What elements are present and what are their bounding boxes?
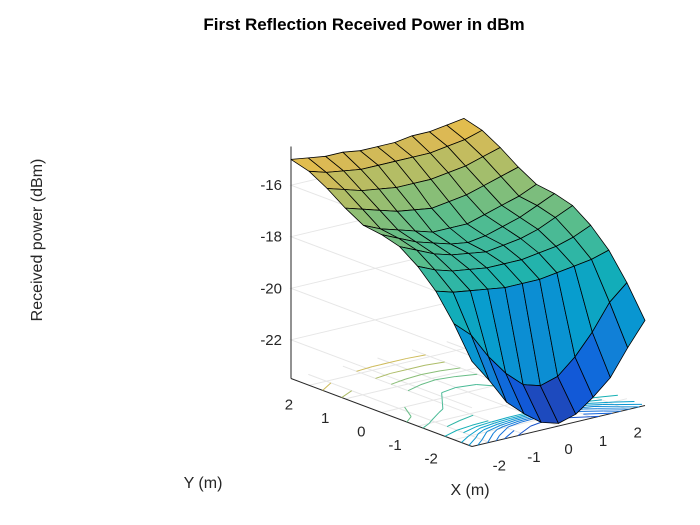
x-tick-label: 1: [599, 433, 607, 450]
contour-segment: [588, 404, 603, 405]
contour-segment: [439, 409, 443, 413]
y-axis-label: Y (m): [184, 475, 223, 492]
contour-segment: [407, 417, 411, 422]
contour-segment: [390, 369, 407, 373]
x-tick-label: 2: [634, 425, 642, 442]
contour-segment: [484, 424, 498, 429]
contour-segment: [521, 426, 531, 433]
contour-segment: [583, 413, 609, 414]
contour-segment: [487, 431, 488, 432]
contour-segment: [480, 423, 494, 428]
y-tick-label: -2: [425, 451, 438, 468]
contour-segment: [440, 368, 460, 371]
contour-segment: [372, 363, 389, 367]
contour-segment: [431, 413, 438, 421]
z-tick-label: -18: [260, 229, 282, 246]
z-axis-label: Received power (dBm): [29, 159, 46, 322]
contour-segment: [405, 375, 421, 380]
contour-segment: [576, 411, 603, 412]
contour-segment: [445, 430, 457, 436]
z-tick-label: -22: [260, 332, 282, 349]
contour-segment: [612, 402, 634, 403]
contour-segment: [472, 421, 488, 425]
chart-title: First Reflection Received Power in dBm: [203, 15, 524, 34]
contour-segment: [342, 391, 352, 398]
contour-segment: [408, 365, 425, 369]
contour-segment: [390, 358, 407, 362]
contour-segment: [455, 374, 477, 376]
z-tick-label: -16: [260, 177, 282, 194]
contour-segment: [421, 371, 440, 375]
contour-segment: [476, 385, 494, 386]
contour-segment: [447, 421, 459, 427]
y-tick-label: 2: [285, 396, 293, 413]
x-axis-label: X (m): [450, 482, 489, 499]
z-tick-label: -20: [260, 280, 282, 297]
contour-segment: [442, 387, 456, 392]
x-tick-label: -1: [527, 449, 540, 466]
contour-segment: [323, 383, 331, 391]
contour-segment: [488, 433, 493, 442]
contour-segment: [595, 395, 617, 397]
x-tick-label: 0: [564, 441, 572, 458]
y-tick-label: 1: [321, 410, 329, 427]
contour-segment: [469, 437, 476, 445]
contour-segment: [425, 362, 445, 365]
contour-segment: [487, 442, 488, 443]
contour-segment: [456, 385, 476, 388]
contour-segment: [476, 422, 491, 427]
surface-mesh: [291, 118, 645, 423]
y-tick-label: 0: [357, 424, 365, 441]
y-tick-label: -1: [388, 437, 401, 454]
contour-segment: [505, 438, 506, 439]
x-tick-label: -2: [493, 457, 506, 474]
